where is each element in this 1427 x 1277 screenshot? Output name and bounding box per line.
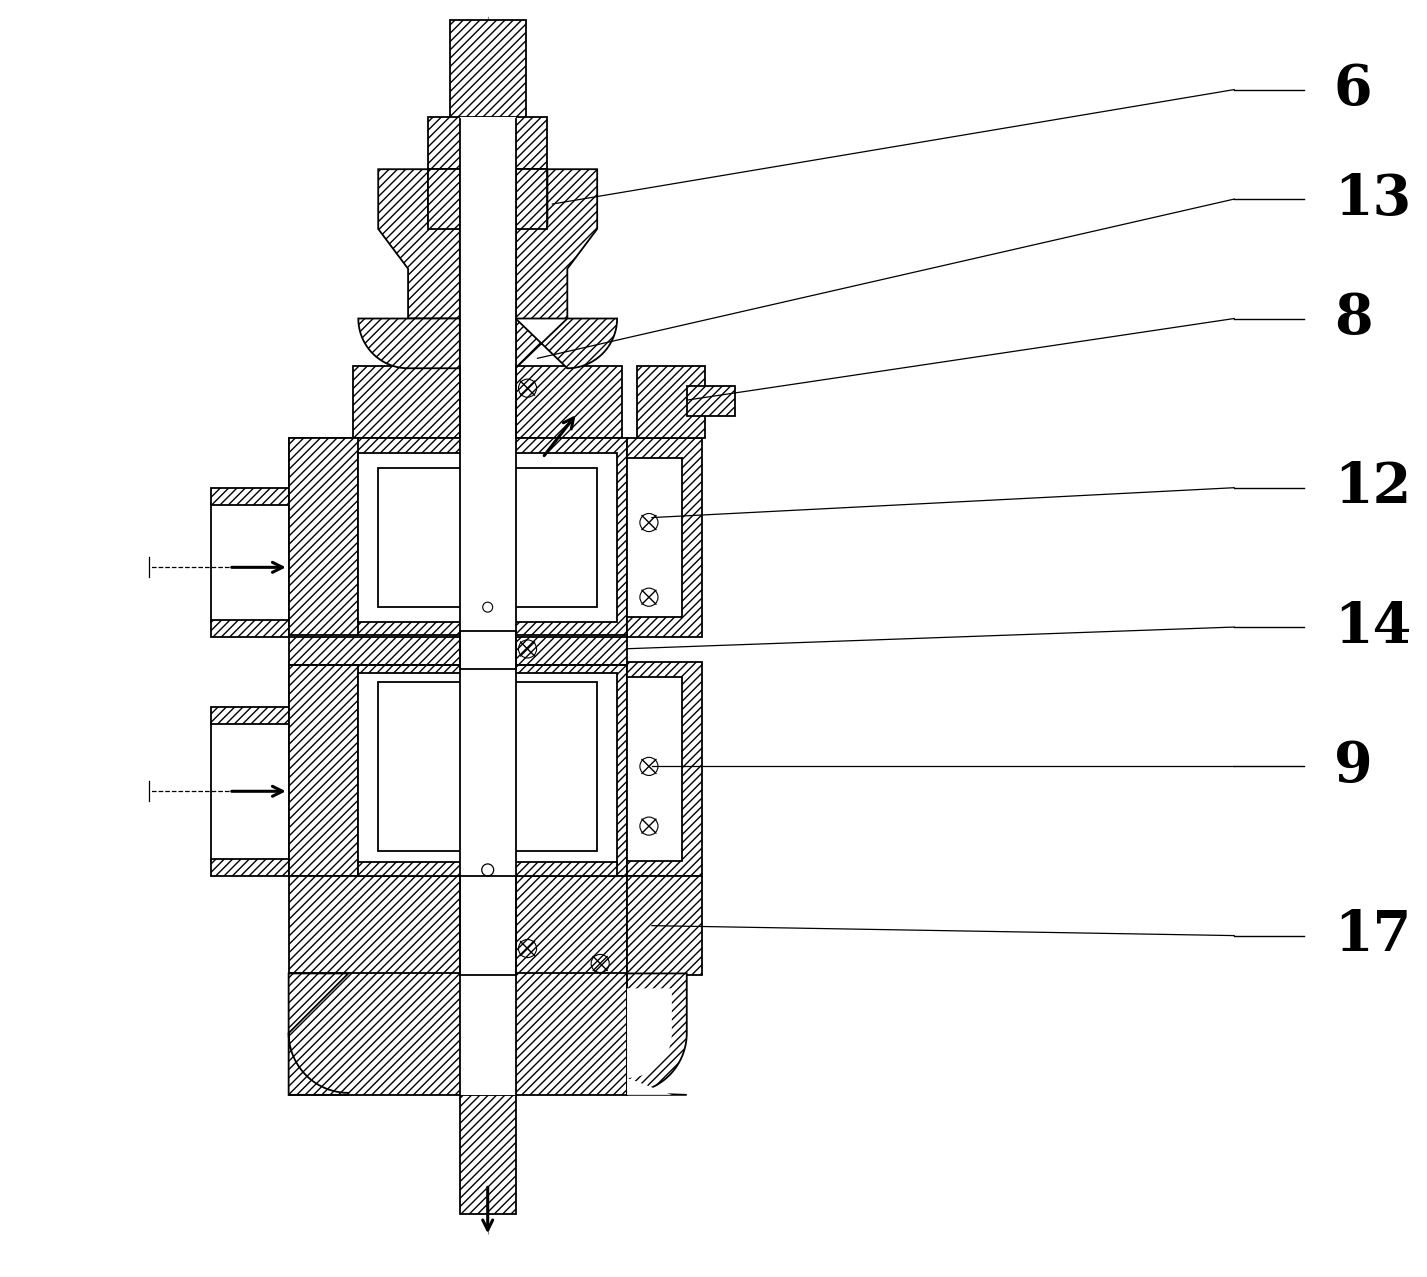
Bar [479,470,495,609]
Text: 17: 17 [1334,908,1411,963]
Bar [626,438,702,637]
Bar [459,1094,515,1214]
Bar [211,503,288,622]
Bar [459,170,515,229]
Bar [358,673,616,865]
Bar [211,859,288,876]
Text: 6: 6 [1334,63,1373,117]
Bar [211,706,288,724]
Bar [358,862,616,876]
Bar [288,973,626,1094]
Polygon shape [626,973,686,1094]
Text: 12: 12 [1334,460,1411,515]
Bar [428,170,459,229]
Text: 14: 14 [1334,600,1411,655]
Bar [288,876,626,976]
Bar [626,876,702,976]
Bar [459,223,515,318]
Bar [450,20,525,120]
Bar [211,722,288,861]
Bar [288,661,358,876]
Polygon shape [626,988,672,1094]
Bar [626,661,702,876]
Bar [459,366,515,438]
Bar [636,366,705,438]
Bar [358,453,616,622]
Polygon shape [378,170,459,318]
Bar [211,488,288,504]
Bar [378,467,596,607]
Polygon shape [358,318,459,368]
Polygon shape [515,170,596,318]
Bar [515,170,548,229]
Bar [459,199,515,1094]
Bar [459,117,515,170]
Bar [626,677,682,861]
Bar [354,366,622,438]
Bar [428,117,548,170]
Bar [459,876,515,976]
Bar [459,631,515,669]
Polygon shape [515,318,616,368]
Bar [378,682,596,850]
Bar [288,438,626,637]
Bar [459,170,515,318]
Bar [288,661,626,876]
Text: 9: 9 [1334,739,1373,794]
Bar [211,621,288,637]
Text: 8: 8 [1334,291,1373,346]
Bar [288,635,626,665]
Bar [288,438,358,637]
Polygon shape [288,973,348,1094]
Bar [686,386,735,416]
Text: 13: 13 [1334,171,1411,226]
Bar [626,458,682,617]
